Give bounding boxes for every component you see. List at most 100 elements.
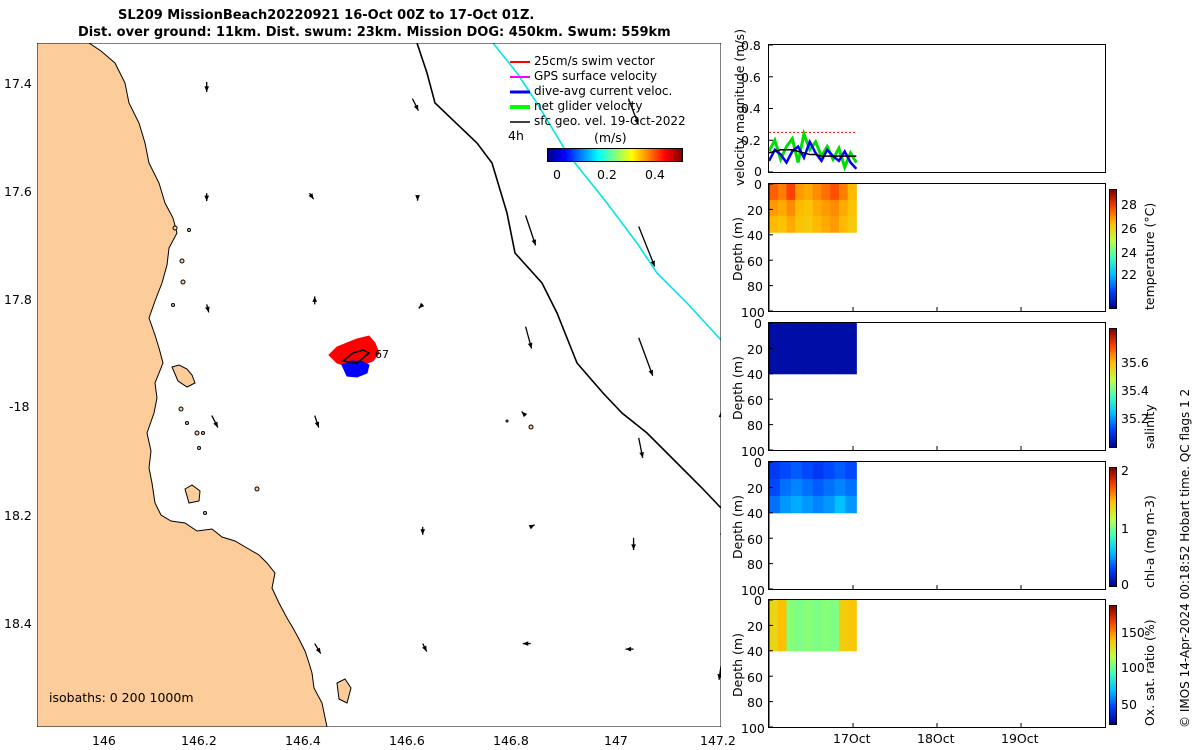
velocity-series-line <box>769 149 857 157</box>
geo-vector-arrow <box>314 415 320 428</box>
depth-ytick: 80 <box>747 279 763 295</box>
heatmap-cell <box>845 462 857 480</box>
lon-tick: 147 <box>604 733 628 748</box>
heatmap-cell <box>847 600 857 626</box>
colorbar-tick: 22 <box>1121 267 1137 282</box>
lat-tick: 18.2 <box>4 508 32 523</box>
heatmap-cell <box>795 184 805 201</box>
scale-label: 4h <box>508 128 524 143</box>
depth-ytick: 100 <box>741 583 765 598</box>
heatmap-cell <box>769 348 787 375</box>
heatmap-cell <box>838 200 849 217</box>
heatmap-cell <box>777 625 787 652</box>
heatmap-cell <box>830 200 840 217</box>
heatmap-cell <box>838 348 857 375</box>
vel-ylabel: velocity magnitude (m/s) <box>732 28 747 186</box>
lat-tick: 17.4 <box>4 76 32 91</box>
velocity-plot <box>769 45 858 172</box>
colorbar-tick: 35.2 <box>1121 411 1149 426</box>
heatmap-cell <box>803 200 814 217</box>
heatmap-cell <box>838 600 849 626</box>
geo-vector-arrow <box>524 215 537 246</box>
geo-vector-arrow <box>312 296 318 305</box>
heatmap-cell <box>838 323 857 349</box>
colorbar-tick: 50 <box>1121 697 1137 712</box>
depth-ytick: 20 <box>747 480 763 496</box>
variable-colorbar <box>1109 328 1117 448</box>
depth-ytick: 40 <box>747 367 763 383</box>
depth-panel-0 <box>768 183 1106 312</box>
depth-ytick: 20 <box>747 618 763 634</box>
geo-vector-arrow <box>211 415 219 428</box>
heatmap-cell <box>786 625 796 652</box>
heatmap-cell <box>803 625 814 652</box>
heatmap-cell <box>786 184 796 201</box>
colorbar-tick: 150 <box>1121 625 1145 640</box>
legend-item: sfc geo. vel. 19-Oct-2022 <box>534 114 686 128</box>
depth-ytick: 60 <box>747 531 763 547</box>
depth-section-plot <box>769 462 1022 589</box>
heatmap-cell <box>821 184 831 201</box>
colorbar-tick: 35.6 <box>1121 355 1149 370</box>
depth-ytick: 0 <box>754 593 762 608</box>
geo-vector-arrow <box>638 226 656 267</box>
heatmap-cell <box>795 200 805 217</box>
heatmap-cell <box>830 625 840 652</box>
vel-ytick: 0.6 <box>741 70 761 85</box>
geo-vector-arrow <box>718 411 721 418</box>
heatmap-cell <box>769 216 779 233</box>
heatmap-cell <box>790 462 803 480</box>
depth-ylabel: Depth (m) <box>730 217 745 281</box>
geo-vector-arrow <box>314 643 322 654</box>
depth-ytick: 60 <box>747 253 763 269</box>
lon-tick: 146.2 <box>181 733 217 748</box>
depth-ytick: 20 <box>747 341 763 357</box>
colorbar-tick: 0.2 <box>597 167 617 182</box>
heatmap-cell <box>779 462 792 480</box>
heatmap-cell <box>821 216 831 233</box>
heatmap-cell <box>812 478 825 497</box>
colorbar-tick: 0 <box>553 167 561 182</box>
heatmap-cell <box>812 625 822 652</box>
geo-vector-arrow <box>411 98 420 111</box>
legend-item: 25cm/s swim vector <box>534 54 655 68</box>
time-tick: 19Oct <box>1001 731 1039 746</box>
geo-vector-arrow <box>625 646 634 652</box>
heatmap-cell <box>769 184 779 201</box>
heatmap-cell <box>779 495 792 514</box>
heatmap-cell <box>795 625 805 652</box>
heatmap-cell <box>777 600 787 626</box>
geo-vector-arrow <box>418 302 425 309</box>
heatmap-cell <box>847 625 857 652</box>
lon-tick: 146.8 <box>493 733 529 748</box>
depth-ytick: 60 <box>747 669 763 685</box>
time-tick: 18Oct <box>917 731 955 746</box>
heatmap-cell <box>777 200 787 217</box>
depth-ytick: 0 <box>754 177 762 192</box>
colorbar-label: chl-a (mg m-3) <box>1142 495 1157 588</box>
current-vector-cluster <box>341 360 370 378</box>
vel-ytick: 0.2 <box>741 133 761 148</box>
depth-ytick: 100 <box>741 305 765 320</box>
heatmap-cell <box>795 600 805 626</box>
heatmap-cell <box>838 216 849 233</box>
heatmap-cell <box>823 478 836 497</box>
depth-ylabel: Depth (m) <box>730 495 745 559</box>
heatmap-cell <box>812 495 825 514</box>
heatmap-cell <box>847 184 857 201</box>
colorbar-tick: 0.4 <box>645 167 665 182</box>
heatmap-cell <box>801 495 814 514</box>
lat-tick: 17.6 <box>4 184 32 199</box>
heatmap-cell <box>786 323 805 349</box>
colorbar-tick: 28 <box>1121 197 1137 212</box>
geo-vector-arrow <box>638 337 654 376</box>
heatmap-cell <box>838 625 849 652</box>
legend-item: dive-avg current veloc. <box>534 84 673 98</box>
vel-ytick: 0.4 <box>741 101 761 116</box>
heatmap-cell <box>830 184 840 201</box>
vel-ytick: 0 <box>754 164 762 179</box>
isobath-1000m <box>492 43 721 341</box>
depth-ylabel: Depth (m) <box>730 633 745 697</box>
depth-ytick: 100 <box>741 721 765 736</box>
colorbar-label: Ox. sat. ratio (%) <box>1142 619 1157 726</box>
